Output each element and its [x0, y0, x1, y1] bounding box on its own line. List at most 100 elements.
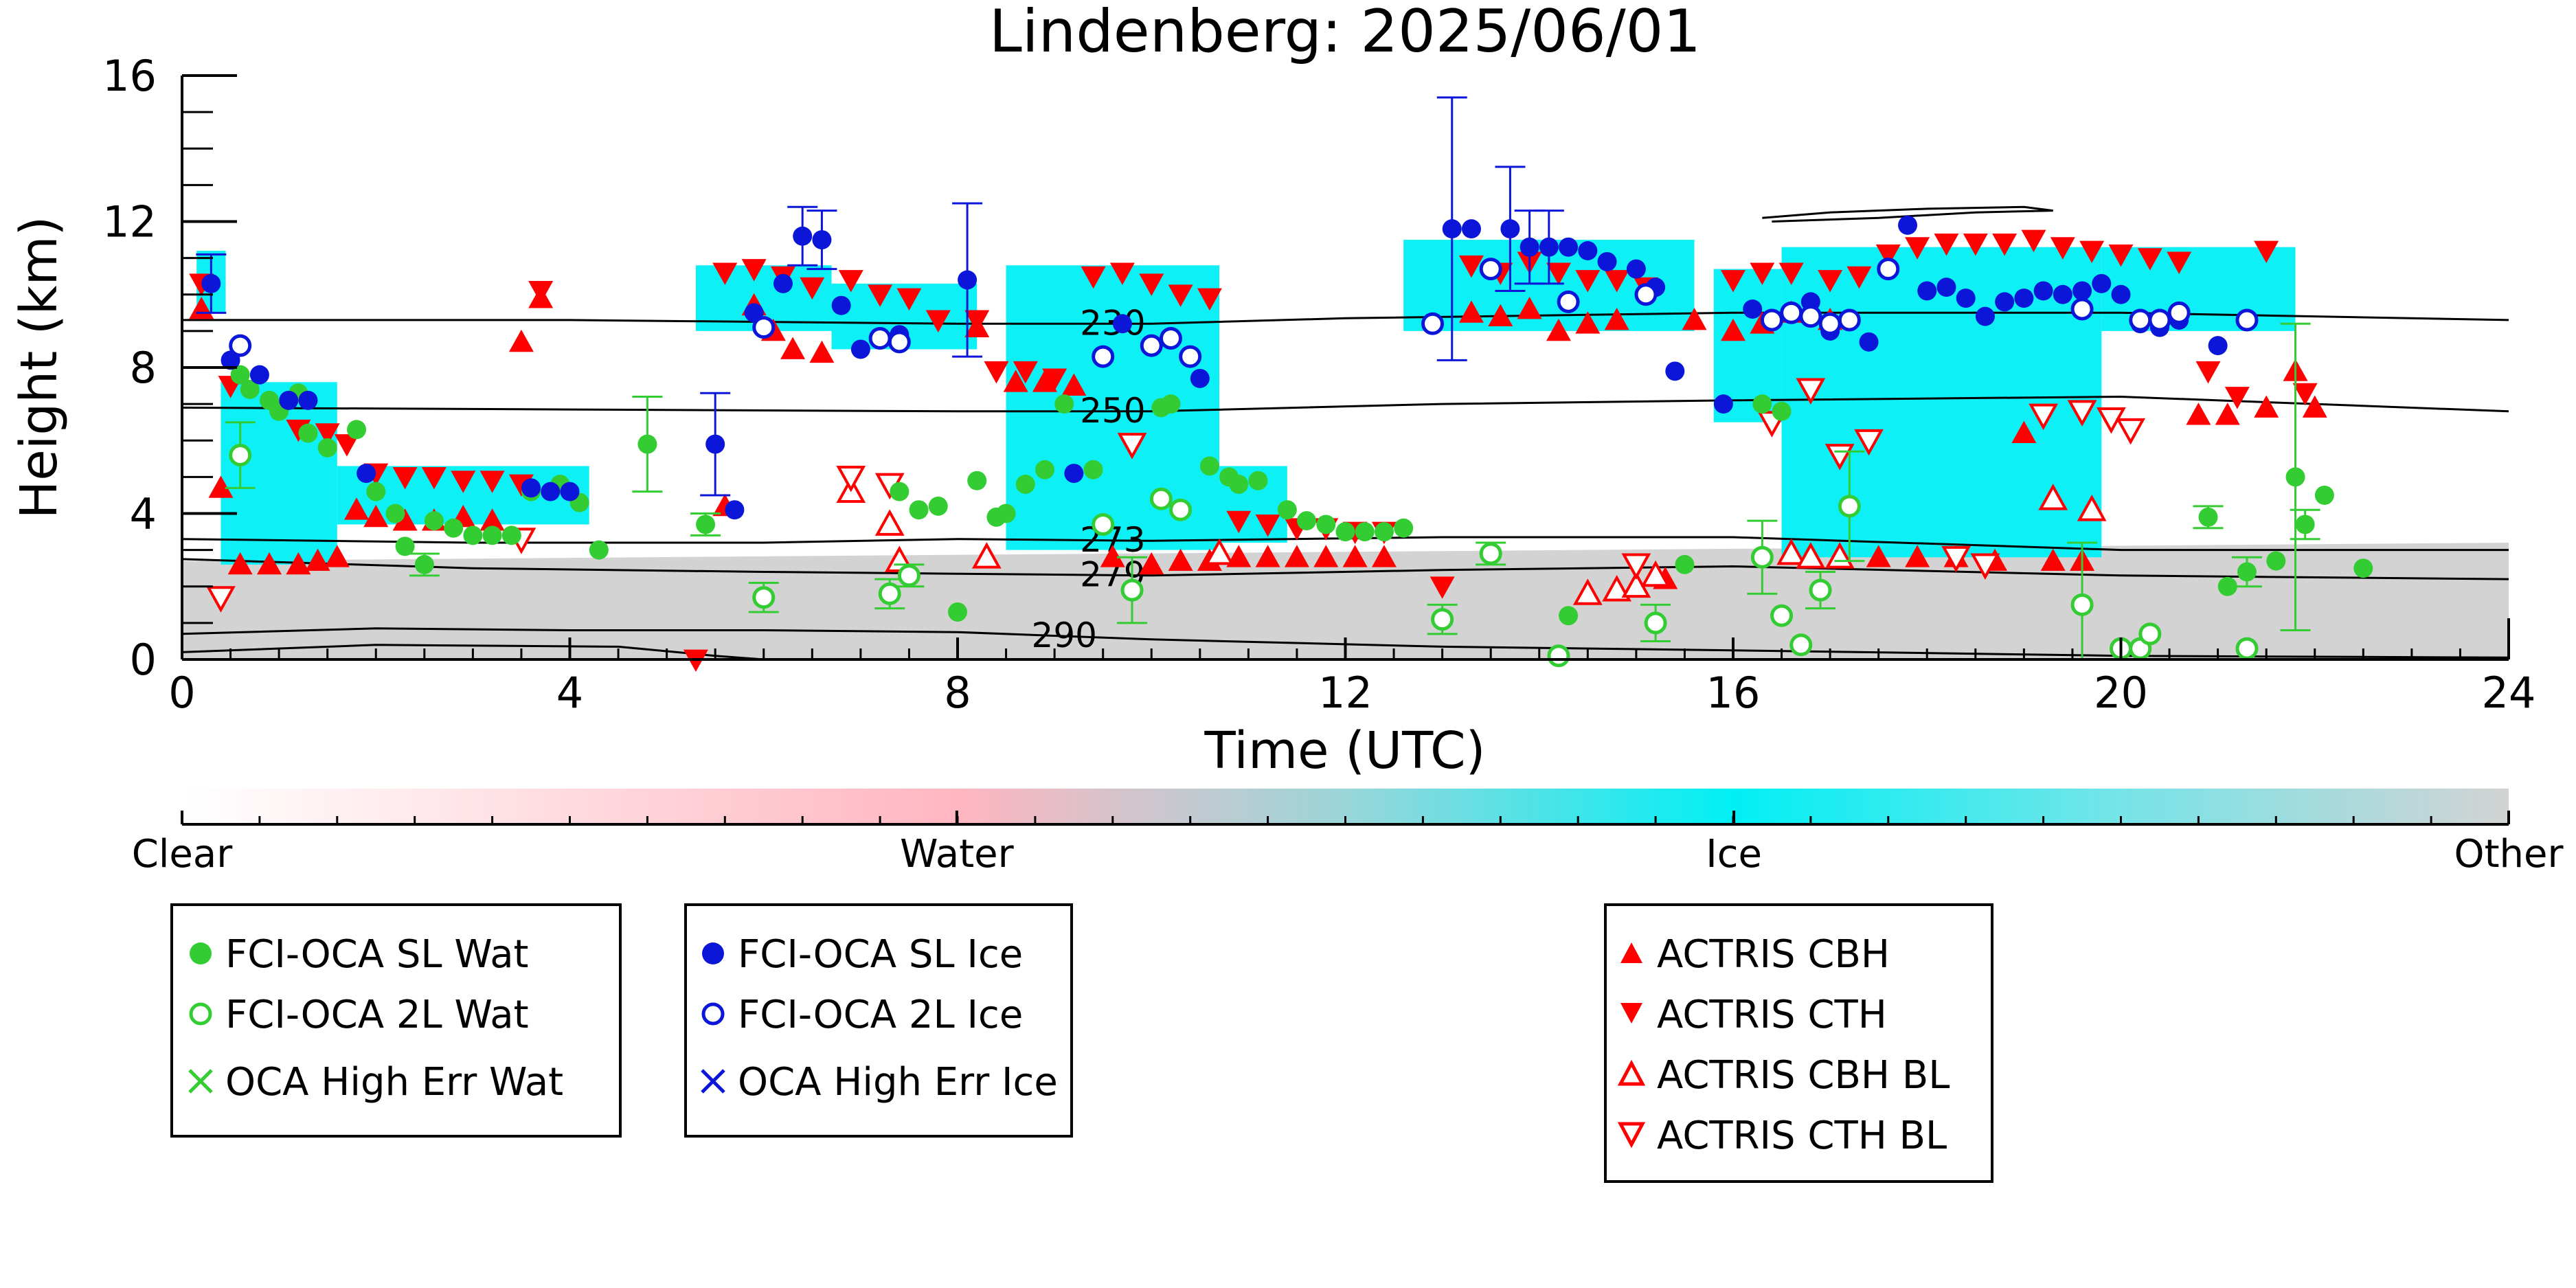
- fcioca-sl-wat-point: [696, 515, 716, 534]
- actris-cth-marker: [741, 259, 767, 282]
- fcioca-sl-wat-point: [2237, 562, 2257, 582]
- fcioca-sl-wat-point: [230, 365, 250, 385]
- actris-cbh-marker: [1371, 545, 1397, 567]
- fcioca-2l-ice-point: [2235, 308, 2259, 332]
- contour-line: [182, 311, 2509, 325]
- fcioca-sl-ice-point: [1713, 394, 1733, 414]
- actris-cbh-marker: [1342, 545, 1368, 567]
- actris-cbh-marker: [2302, 395, 2327, 418]
- legend-label-sl-wat: FCI-OCA SL Wat: [225, 932, 529, 977]
- x-axis-title: Time (UTC): [1204, 721, 1485, 780]
- actris-cth-marker: [528, 281, 554, 304]
- y-axis-title: Height (km): [10, 216, 69, 519]
- actris-cbh-bl-marker: [1640, 560, 1671, 587]
- fcioca-sl-wat-point: [2217, 576, 2237, 596]
- cloud-markers: [189, 96, 2373, 672]
- actris-cbh-marker: [1575, 311, 1601, 334]
- actris-cbh-marker: [1168, 548, 1193, 571]
- fcioca-sl-wat-point: [928, 496, 948, 516]
- fcioca-sl-ice-point: [249, 365, 269, 385]
- fcioca-sl-wat-point: [1355, 522, 1375, 542]
- fcioca-2l-ice-point: [1179, 345, 1202, 368]
- actris-cth-marker: [712, 262, 738, 285]
- fcioca-sl-wat-point: [482, 526, 502, 545]
- legend-marker-sl-wat: [190, 942, 212, 964]
- actris-cth-marker: [2167, 251, 2192, 274]
- fcioca-sl-wat-point: [2314, 485, 2334, 505]
- actris-cbh-marker: [1721, 318, 1745, 341]
- legend-box-actris: [1604, 903, 1993, 1183]
- actris-cth-marker: [1430, 576, 1455, 599]
- fcioca-sl-ice-point: [1519, 237, 1539, 257]
- actris-cbh-bl-marker: [1572, 578, 1603, 605]
- fcioca-sl-ice-point: [958, 270, 978, 290]
- fcioca-sl-ice-point: [1064, 464, 1084, 484]
- fcioca-sl-ice-point: [521, 478, 541, 498]
- actris-cth-bl-marker: [1796, 378, 1826, 405]
- fcioca-sl-wat-point: [1161, 394, 1181, 414]
- fcioca-sl-ice-point: [541, 482, 561, 501]
- fcioca-sl-wat-point: [948, 602, 967, 622]
- fcioca-2l-wat-point: [1770, 604, 1794, 627]
- fcioca-sl-ice-point: [1898, 215, 1918, 235]
- fcioca-sl-ice-point: [1500, 219, 1520, 239]
- contour-line: [182, 395, 2509, 413]
- fcioca-2l-wat-point: [897, 564, 920, 587]
- actris-cbh-bl-marker: [2077, 495, 2107, 521]
- fcioca-sl-wat-point: [1772, 401, 1792, 421]
- fcioca-sl-ice-point: [2111, 284, 2131, 304]
- actris-cth-marker: [1750, 262, 1775, 285]
- fcioca-sl-ice-point: [2033, 281, 2053, 301]
- actris-cth-marker: [1458, 255, 1484, 278]
- fcioca-sl-wat-point: [444, 518, 464, 538]
- actris-cth-marker: [392, 466, 418, 490]
- legend-marker-sl-ice: [702, 942, 724, 964]
- x-tick-label: 4: [556, 668, 583, 718]
- colorbar-label: Water: [900, 832, 1015, 877]
- actris-cth-marker: [984, 361, 1009, 384]
- fcioca-sl-ice-point: [1442, 219, 1462, 239]
- actris-cth-marker: [1721, 270, 1745, 293]
- actris-cth-marker: [1109, 262, 1135, 285]
- axis-ticks: 0 4 8 12 16 20 24 0 4 8 12 16: [102, 51, 2535, 718]
- x-tick-label: 20: [2094, 668, 2148, 718]
- legend-marker-2l-ice: [701, 1002, 725, 1026]
- actris-cth-marker: [2021, 229, 2046, 253]
- fcioca-sl-wat-point: [1297, 511, 1317, 531]
- fcioca-sl-ice-point: [1578, 241, 1598, 260]
- fcioca-sl-ice-point: [1112, 314, 1132, 334]
- fcioca-sl-wat-point: [298, 423, 318, 443]
- actris-cbh-marker: [344, 497, 370, 520]
- fcioca-2l-ice-point: [888, 330, 911, 354]
- actris-cbh-bl-marker: [874, 509, 905, 536]
- actris-cth-marker: [1875, 244, 1901, 267]
- actris-cth-bl-marker: [836, 465, 866, 493]
- actris-cth-bl-marker: [206, 586, 236, 613]
- fcioca-2l-ice-point: [1421, 312, 1445, 335]
- legend-label-cbh-bl: ACTRIS CBH BL: [1657, 1053, 1950, 1098]
- actris-cbh-marker: [2215, 403, 2240, 425]
- actris-cbh-marker: [1866, 545, 1891, 567]
- fcioca-sl-wat-point: [2285, 467, 2305, 487]
- y-tick-label: 12: [102, 197, 157, 247]
- actris-cth-marker: [1226, 510, 1252, 534]
- actris-cth-marker: [868, 284, 893, 307]
- x-tick-label: 0: [168, 668, 195, 718]
- legend-label-cth: ACTRIS CTH: [1657, 993, 1887, 1037]
- fcioca-sl-wat-point: [909, 500, 929, 520]
- fcioca-sl-ice-point: [2014, 289, 2034, 308]
- fcioca-sl-wat-point: [424, 511, 444, 531]
- actris-cth-marker: [421, 466, 447, 490]
- fcioca-sl-wat-point: [1199, 456, 1219, 476]
- fcioca-sl-wat-point: [366, 482, 386, 501]
- actris-cbh-marker: [1255, 545, 1280, 567]
- fcioca-sl-wat-point: [385, 504, 405, 523]
- legend-label-sl-ice: FCI-OCA SL Ice: [738, 932, 1023, 977]
- fcioca-sl-wat-point: [1054, 394, 1074, 414]
- actris-cth-bl-marker: [1970, 553, 2000, 580]
- fcioca-sl-wat-point: [501, 526, 521, 545]
- fcioca-2l-ice-point: [2070, 297, 2094, 321]
- actris-cbh-marker: [479, 508, 505, 531]
- colorbar-label: Clear: [132, 832, 233, 877]
- actris-cth-marker: [925, 310, 951, 332]
